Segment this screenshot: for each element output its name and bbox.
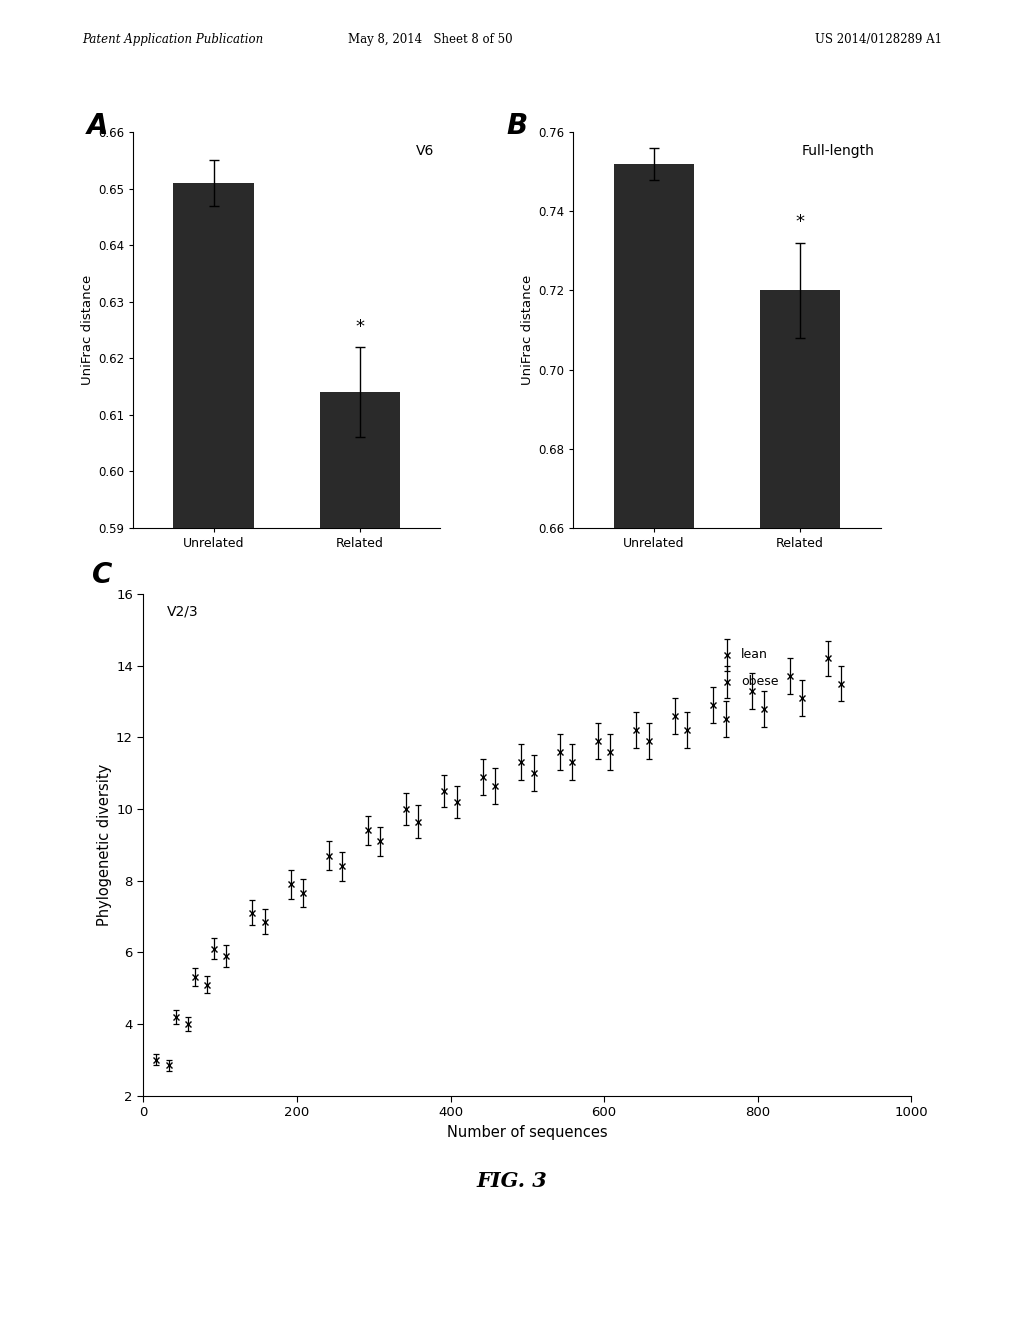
Bar: [613, 164, 694, 1320]
Y-axis label: UniFrac distance: UniFrac distance: [81, 275, 94, 385]
Text: May 8, 2014   Sheet 8 of 50: May 8, 2014 Sheet 8 of 50: [348, 33, 512, 46]
Text: lean: lean: [741, 648, 768, 661]
Y-axis label: Phylogenetic diversity: Phylogenetic diversity: [97, 764, 112, 925]
Text: V6: V6: [416, 144, 434, 158]
Text: *: *: [355, 318, 365, 335]
Text: V2/3: V2/3: [166, 605, 198, 618]
Text: obese: obese: [741, 676, 778, 688]
Text: B: B: [507, 112, 528, 140]
Bar: [173, 183, 254, 1320]
Text: A: A: [87, 112, 109, 140]
Text: US 2014/0128289 A1: US 2014/0128289 A1: [815, 33, 942, 46]
X-axis label: Number of sequences: Number of sequences: [447, 1125, 607, 1139]
Text: *: *: [796, 213, 805, 231]
Text: C: C: [92, 561, 113, 589]
Bar: [319, 392, 400, 1320]
Y-axis label: UniFrac distance: UniFrac distance: [521, 275, 535, 385]
Text: Full-length: Full-length: [802, 144, 874, 158]
Text: Patent Application Publication: Patent Application Publication: [82, 33, 263, 46]
Text: FIG. 3: FIG. 3: [476, 1171, 548, 1192]
Bar: [760, 290, 841, 1320]
